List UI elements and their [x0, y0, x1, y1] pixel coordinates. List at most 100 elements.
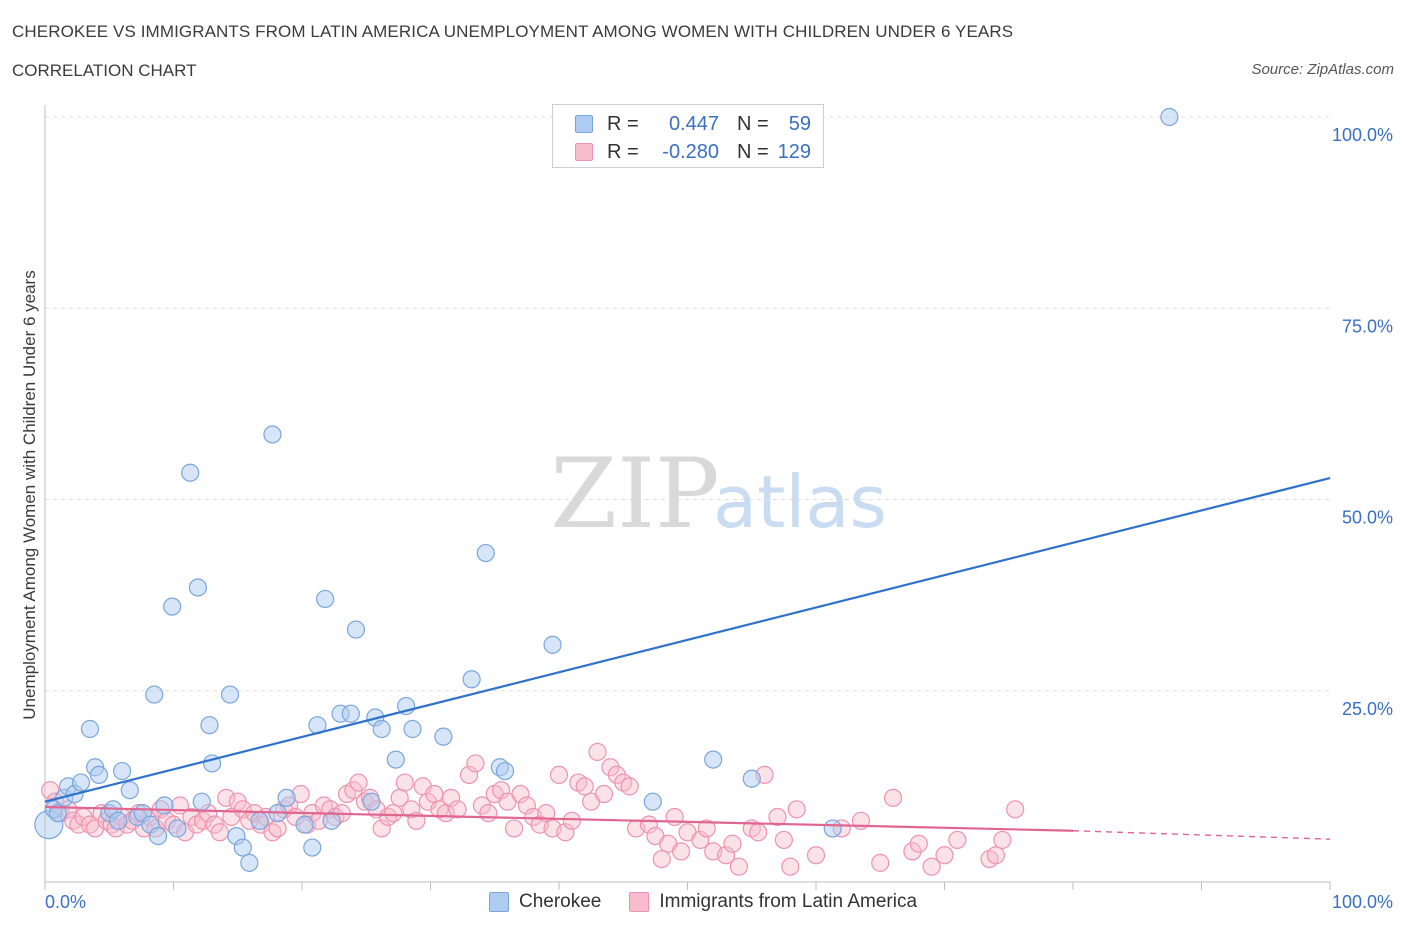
- latin-america-point: [691, 830, 710, 850]
- latin-america-point: [511, 784, 530, 804]
- latin-america-point: [806, 846, 826, 865]
- cherokee-legend-label: Cherokee: [518, 891, 602, 912]
- latin-america-point: [268, 819, 287, 838]
- n-label: N =: [737, 140, 769, 163]
- latin-america-legend-label: Immigrants from Latin America: [659, 891, 918, 912]
- latin-america-point: [697, 819, 716, 838]
- chart-subtitle: CORRELATION CHART: [12, 61, 197, 80]
- watermark-zip: ZIP: [550, 438, 719, 550]
- cherokee-point: [200, 716, 219, 735]
- latin-america-point: [935, 846, 954, 865]
- latin-america-legend-swatch: [629, 892, 650, 912]
- source-credit: Source: ZipAtlas.com: [1251, 61, 1394, 78]
- chart-title: CHEROKEE VS IMMIGRANTS FROM LATIN AMERIC…: [12, 22, 1014, 41]
- latin-america-point: [871, 853, 890, 872]
- cherokee-point: [163, 597, 182, 616]
- latin-america-point: [922, 857, 941, 876]
- cherokee-point: [303, 838, 322, 857]
- latin-america-point: [425, 784, 444, 804]
- latin-america-point: [41, 781, 60, 800]
- cherokee-point: [403, 719, 422, 739]
- latin-america-point: [716, 846, 736, 865]
- tick-labels: 25.0% 50.0% 75.0% 100.0% 0.0% 100.0%: [45, 125, 1393, 912]
- legend-row-cherokee: R = 0.447 N = 59: [575, 111, 811, 137]
- latin-america-point: [549, 765, 569, 785]
- latin-america-point: [986, 846, 1006, 865]
- cherokee-point: [386, 750, 405, 769]
- latin-america-point: [233, 800, 252, 819]
- cherokee-point: [495, 761, 515, 781]
- cherokee-point: [823, 819, 842, 838]
- y-tick-label-100: 100.0%: [1332, 125, 1393, 145]
- cherokee-point: [263, 425, 282, 444]
- latin-america-point: [466, 754, 485, 773]
- cherokee-point: [322, 811, 341, 830]
- cherokee-points: [34, 107, 1179, 872]
- latin-america-point: [384, 804, 403, 823]
- cherokee-trend-line: [44, 477, 1331, 803]
- n-label: N =: [737, 112, 769, 135]
- cherokee-point: [192, 792, 211, 811]
- latin-america-point: [749, 823, 768, 842]
- cherokee-point: [168, 819, 187, 838]
- latin-america-point: [395, 773, 414, 792]
- x-tick-label-min: 0.0%: [45, 892, 86, 912]
- x-tick-label-max: 100.0%: [1332, 892, 1393, 912]
- latin-america-point: [723, 834, 742, 853]
- latin-america-point: [441, 788, 461, 807]
- latin-america-point: [652, 849, 671, 869]
- cherokee-point: [295, 815, 314, 834]
- cherokee-swatch: [575, 115, 593, 133]
- cherokee-point: [346, 620, 366, 639]
- latin-america-point: [217, 788, 236, 807]
- legend-row-latin-america: R = -0.280 N = 129: [575, 139, 811, 165]
- latin-america-point: [1006, 800, 1025, 819]
- latin-america-trend-extension: [1072, 830, 1331, 840]
- cherokee-point: [71, 773, 91, 792]
- trend-lines: [44, 477, 1331, 840]
- axes: [44, 105, 1331, 890]
- cherokee-point: [155, 796, 174, 815]
- latin-america-trend-line: [44, 805, 1074, 832]
- cherokee-point: [80, 719, 100, 739]
- latin-america-point: [575, 777, 594, 796]
- grid-lines: [45, 116, 1330, 692]
- latin-america-point: [504, 819, 524, 838]
- stats-legend: R = 0.447 N = 59 R = -0.280 N = 129: [552, 104, 824, 168]
- latin-america-swatch: [575, 143, 593, 161]
- latin-america-point: [562, 811, 581, 830]
- cherokee-point: [250, 811, 269, 830]
- latin-america-point: [517, 796, 536, 815]
- latin-america-point: [459, 765, 479, 785]
- series-legend: Cherokee Immigrants from Latin America: [0, 889, 1406, 915]
- y-tick-label-25: 25.0%: [1342, 699, 1393, 719]
- cherokee-point: [148, 826, 168, 846]
- cherokee-point: [188, 578, 208, 597]
- latin-america-point: [729, 857, 749, 876]
- cherokee-point: [277, 788, 296, 807]
- latin-america-point: [787, 800, 806, 819]
- cherokee-point: [476, 543, 495, 563]
- cherokee-point: [543, 635, 562, 654]
- latin-america-point: [774, 830, 793, 850]
- cherokee-point: [109, 811, 128, 830]
- cherokee-point: [341, 704, 360, 723]
- latin-america-r-value: -0.280: [662, 140, 719, 163]
- latin-america-point: [492, 781, 511, 800]
- cherokee-r-value: 0.447: [668, 112, 719, 135]
- cherokee-point: [145, 685, 164, 704]
- cherokee-point: [112, 761, 132, 781]
- legend-item-latin-america: Immigrants from Latin America: [629, 891, 917, 913]
- cherokee-point: [643, 792, 662, 811]
- latin-america-point: [620, 777, 639, 796]
- latin-america-point: [448, 800, 467, 819]
- cherokee-point: [48, 804, 67, 823]
- latin-america-point: [594, 784, 614, 804]
- watermark-atlas: atlas: [713, 460, 887, 544]
- latin-america-point: [402, 800, 421, 819]
- cherokee-point: [89, 765, 109, 785]
- cherokee-point: [1160, 107, 1179, 127]
- latin-america-point: [781, 857, 800, 876]
- cherokee-point: [362, 792, 381, 811]
